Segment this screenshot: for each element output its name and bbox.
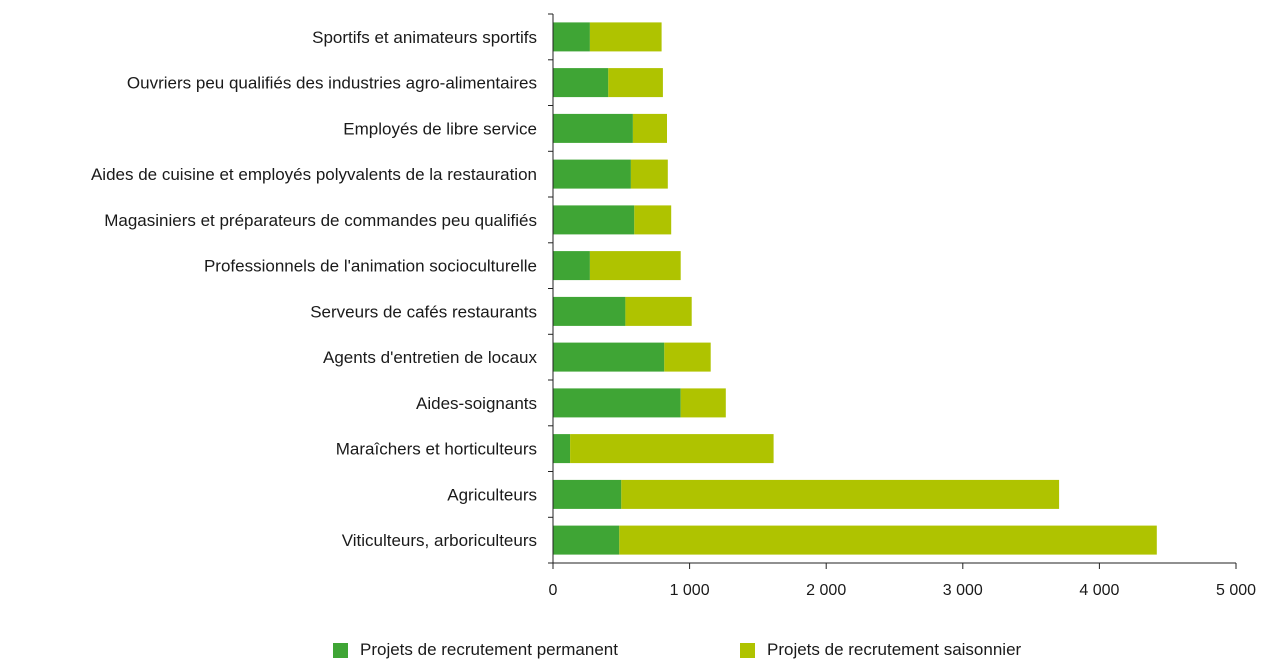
bar-saisonnier-0 [589, 22, 662, 52]
x-tick-label: 3 000 [943, 582, 983, 599]
bar-saisonnier-11 [619, 525, 1157, 555]
x-tick-label: 4 000 [1079, 582, 1119, 599]
x-tick-label: 2 000 [806, 582, 846, 599]
bar-permanent-9 [553, 434, 571, 464]
category-label: Aides de cuisine et employés polyvalents… [91, 165, 537, 184]
bar-saisonnier-5 [589, 251, 681, 281]
category-label: Sportifs et animateurs sportifs [312, 28, 537, 47]
category-label: Ouvriers peu qualifiés des industries ag… [127, 74, 537, 93]
category-label: Serveurs de cafés restaurants [310, 302, 537, 321]
bar-saisonnier-4 [634, 205, 672, 235]
bar-permanent-5 [553, 251, 590, 281]
bar-permanent-2 [553, 113, 633, 143]
category-label: Magasiniers et préparateurs de commandes… [104, 211, 537, 230]
category-label: Viticulteurs, arboriculteurs [342, 531, 537, 550]
stacked-bar-chart: Sportifs et animateurs sportifs Ouvriers … [91, 13, 1256, 599]
legend-item-permanent: Projets de recrutement permanent [333, 640, 618, 660]
bar-permanent-4 [553, 205, 635, 235]
legend-label-saisonnier: Projets de recrutement saisonnier [767, 640, 1022, 659]
category-label: Agriculteurs [447, 485, 537, 504]
legend-label-permanent: Projets de recrutement permanent [360, 640, 618, 659]
bar-permanent-7 [553, 342, 665, 372]
category-label: Agents d'entretien de locaux [323, 348, 538, 367]
legend-swatch-saisonnier [740, 642, 755, 658]
legend-swatch-permanent [333, 642, 348, 658]
bar-permanent-1 [553, 68, 609, 98]
bar-saisonnier-9 [570, 434, 774, 464]
x-tick-label: 1 000 [670, 582, 710, 599]
bar-saisonnier-8 [680, 388, 726, 418]
bar-saisonnier-6 [625, 296, 692, 326]
x-tick-label: 0 [549, 582, 558, 599]
bar-permanent-8 [553, 388, 681, 418]
category-label: Aides-soignants [416, 394, 537, 413]
bar-permanent-0 [553, 22, 590, 52]
bar-saisonnier-1 [608, 68, 663, 98]
bar-saisonnier-10 [621, 479, 1060, 509]
bar-permanent-10 [553, 479, 622, 509]
bar-permanent-3 [553, 159, 631, 189]
category-label: Maraîchers et horticulteurs [336, 440, 537, 459]
bar-permanent-11 [553, 525, 620, 555]
bar-saisonnier-7 [664, 342, 711, 372]
x-tick-label: 5 000 [1216, 582, 1256, 599]
bar-saisonnier-2 [632, 113, 667, 143]
legend: Projets de recrutement permanent Projets… [0, 640, 1262, 662]
bar-saisonnier-3 [630, 159, 668, 189]
category-label: Professionnels de l'animation sociocultu… [204, 257, 537, 276]
legend-item-saisonnier: Projets de recrutement saisonnier [740, 640, 1021, 660]
bar-permanent-6 [553, 296, 626, 326]
category-label: Employés de libre service [343, 119, 537, 138]
